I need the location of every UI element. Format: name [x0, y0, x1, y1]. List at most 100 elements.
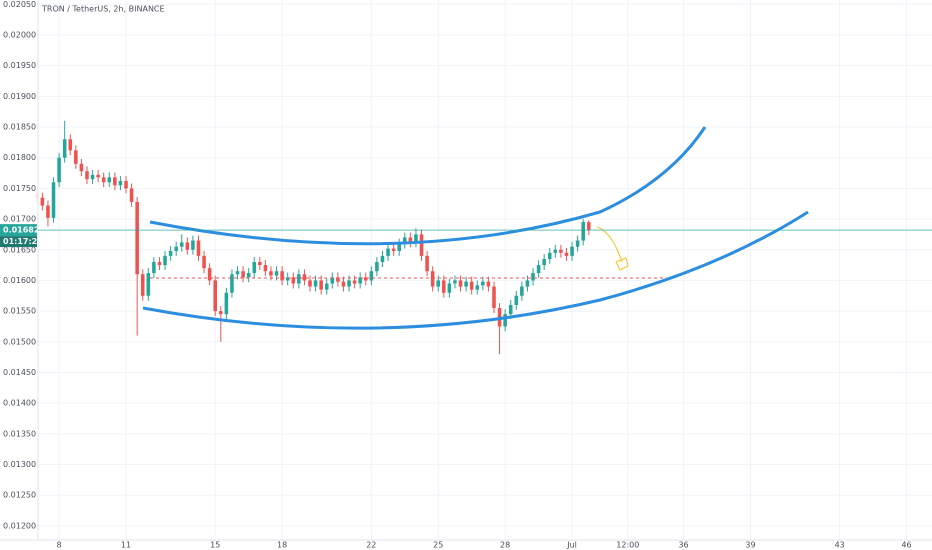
y-tick-label: 0.02000	[3, 30, 36, 39]
y-tick-label: 0.01550	[3, 307, 36, 316]
candle-body	[581, 222, 585, 241]
candle-body	[341, 281, 346, 287]
candle-body	[191, 240, 195, 250]
candle-body	[408, 237, 413, 243]
candle-body	[559, 249, 563, 253]
candle-body	[124, 181, 128, 189]
candle-body	[129, 188, 134, 202]
x-tick-label: Jul	[566, 541, 577, 550]
y-tick-label: 0.01900	[3, 92, 36, 101]
y-tick-label: 0.01300	[3, 460, 36, 469]
candle-body	[274, 271, 279, 276]
y-tick-label: 0.01800	[3, 153, 36, 162]
candle-body	[146, 273, 151, 296]
y-tick-label: 0.01500	[3, 337, 36, 346]
axes: 0.01200 0.01250 0.01300 0.01350 0.01400 0.014…	[3, 0, 912, 550]
candle-body	[174, 246, 178, 251]
candle-body	[241, 271, 245, 278]
x-axis-bg	[0, 540, 932, 550]
candle-body	[458, 280, 463, 287]
candle-body	[219, 311, 223, 315]
x-tick-label: 8	[57, 541, 62, 550]
y-tick-label: 0.01700	[3, 215, 36, 224]
x-tick-label: 43	[835, 541, 845, 550]
candle-body	[118, 181, 123, 186]
candle-body	[469, 281, 474, 290]
candle-body	[363, 277, 368, 281]
candle-body	[308, 280, 312, 287]
candle-body	[157, 262, 162, 266]
candle-body	[46, 205, 50, 218]
y-tick-label: 0.01450	[3, 368, 36, 377]
candle-body	[414, 234, 418, 243]
candle-body	[40, 197, 45, 206]
y-axis-bg	[0, 0, 38, 540]
candle-body	[520, 286, 524, 296]
candle-body	[536, 265, 541, 274]
candle-body	[168, 250, 173, 256]
candle-body	[140, 274, 145, 296]
candle-body	[291, 277, 296, 284]
candle-body	[263, 265, 268, 272]
candle-body	[514, 295, 519, 305]
candle-body	[74, 150, 78, 164]
candle-body	[397, 243, 401, 251]
candle-body	[224, 292, 229, 315]
candle-body	[503, 314, 507, 327]
candle-body	[101, 177, 106, 183]
candle-body	[258, 262, 262, 266]
candle-body	[531, 273, 535, 281]
candle-body	[163, 255, 167, 266]
candle-body	[464, 281, 468, 287]
y-tick-label: 0.01400	[3, 399, 36, 408]
countdown-label: 01:17:24	[3, 237, 43, 246]
x-tick-label: 12:00	[616, 541, 639, 550]
x-tick-label: 15	[210, 541, 220, 550]
candle-body	[475, 285, 480, 290]
candle-body	[425, 255, 429, 272]
x-tick-label: 18	[277, 541, 287, 550]
candle-body	[230, 274, 234, 293]
y-tick-label: 0.01650	[3, 245, 36, 254]
candle-body	[352, 280, 357, 284]
candle-body	[152, 262, 156, 274]
candle-body	[135, 201, 139, 275]
candle-body	[185, 242, 190, 250]
candle-body	[107, 177, 112, 183]
y-tick-label: 0.01600	[3, 276, 36, 285]
candle-body	[324, 283, 329, 290]
x-tick-label: 46	[901, 541, 911, 550]
candle-body	[202, 255, 206, 269]
candle-body	[96, 174, 100, 178]
x-tick-label: 25	[433, 541, 443, 550]
candle-body	[492, 286, 496, 309]
candle-body	[336, 277, 340, 282]
x-tick-label: 28	[500, 541, 510, 550]
candle-body	[235, 271, 240, 275]
candle-body	[85, 171, 89, 180]
y-tick-label: 0.01200	[3, 521, 36, 530]
candle-body	[57, 157, 61, 183]
candle-body	[313, 280, 318, 287]
candle-body	[447, 283, 452, 293]
y-tick-label: 0.01750	[3, 184, 36, 193]
candle-body	[213, 280, 217, 312]
candle-body	[402, 237, 407, 244]
candle-body	[246, 273, 251, 278]
x-tick-label: 22	[366, 541, 376, 550]
price-tag	[0, 224, 37, 237]
price-tag-label: 0.01682	[3, 226, 39, 235]
y-tick-label: 0.01950	[3, 61, 36, 70]
countdown-tag	[0, 236, 37, 248]
grid	[38, 0, 932, 540]
arrow	[596, 226, 623, 263]
candle-body	[542, 258, 546, 266]
candle-body	[252, 262, 257, 274]
upper-curve	[149, 126, 707, 246]
candle-body	[586, 222, 591, 231]
last-price: 0.01682 01:17:24	[0, 224, 932, 248]
candle-body	[179, 242, 184, 247]
candle-body	[347, 280, 351, 287]
